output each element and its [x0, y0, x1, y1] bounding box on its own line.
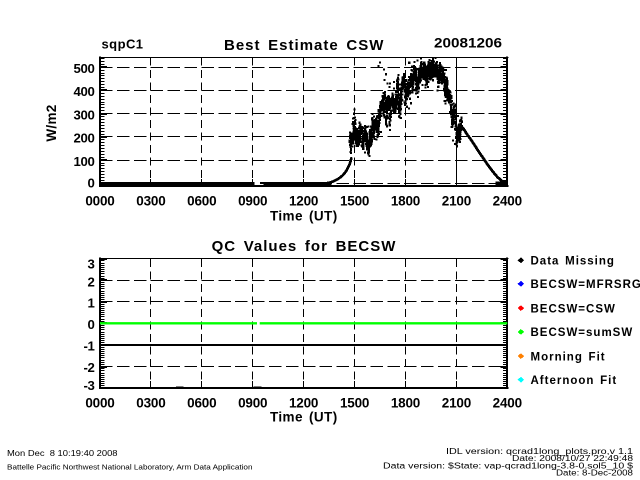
svg-text:0600: 0600: [187, 193, 216, 208]
svg-text:sqpC1: sqpC1: [102, 36, 144, 51]
svg-text:BECSW=MFRSRG: BECSW=MFRSRG: [531, 279, 640, 291]
svg-text:200: 200: [74, 131, 95, 146]
svg-text:0300: 0300: [136, 395, 165, 410]
svg-text:Best Estimate CSW: Best Estimate CSW: [224, 37, 384, 54]
svg-text:IDL version: qcrad1long_plots.: IDL version: qcrad1long_plots.pro,v 1.1: [446, 447, 634, 456]
svg-text:-2: -2: [83, 360, 94, 375]
svg-text:1: 1: [88, 296, 95, 311]
svg-text:0900: 0900: [238, 193, 267, 208]
svg-text:0: 0: [88, 176, 95, 191]
svg-text:Morning Fit: Morning Fit: [531, 351, 606, 363]
svg-text:0000: 0000: [85, 193, 114, 208]
svg-text:Time (UT): Time (UT): [270, 208, 338, 223]
svg-text:2400: 2400: [493, 193, 522, 208]
svg-text:1500: 1500: [340, 395, 369, 410]
svg-text:-1: -1: [83, 339, 94, 354]
svg-text:QC Values for BECSW: QC Values for BECSW: [212, 238, 397, 255]
svg-text:1200: 1200: [289, 395, 318, 410]
svg-text:BECSW=sumSW: BECSW=sumSW: [531, 327, 634, 339]
svg-text:20081206: 20081206: [434, 36, 502, 51]
svg-text:300: 300: [74, 107, 95, 122]
svg-text:2: 2: [88, 274, 95, 289]
svg-text:Time (UT): Time (UT): [270, 410, 338, 425]
svg-text:Mon Dec 8 10:19:40 2008: Mon Dec 8 10:19:40 2008: [7, 449, 118, 458]
svg-text:500: 500: [74, 61, 95, 76]
svg-text:1500: 1500: [340, 193, 369, 208]
svg-text:2100: 2100: [442, 193, 471, 208]
svg-text:2400: 2400: [493, 395, 522, 410]
svg-text:Date: 2008/10/27 22:49:48: Date: 2008/10/27 22:49:48: [512, 454, 634, 463]
svg-text:3: 3: [88, 256, 95, 271]
svg-text:Battelle Pacific Northwest Nat: Battelle Pacific Northwest National Labo…: [7, 463, 253, 472]
svg-text:0000: 0000: [85, 395, 114, 410]
svg-text:-3: -3: [83, 378, 94, 393]
svg-text:1200: 1200: [289, 193, 318, 208]
svg-text:Data Missing: Data Missing: [531, 256, 615, 268]
svg-text:0: 0: [88, 317, 95, 332]
svg-text:W/m2: W/m2: [44, 104, 59, 141]
svg-text:1800: 1800: [391, 193, 420, 208]
svg-text:Date: 8-Dec-2008: Date: 8-Dec-2008: [556, 469, 634, 478]
svg-text:BECSW=CSW: BECSW=CSW: [531, 303, 616, 315]
svg-text:0600: 0600: [187, 395, 216, 410]
svg-text:100: 100: [74, 154, 95, 169]
svg-text:0300: 0300: [136, 193, 165, 208]
svg-text:400: 400: [74, 84, 95, 99]
svg-text:2100: 2100: [442, 395, 471, 410]
svg-text:1800: 1800: [391, 395, 420, 410]
svg-text:Data version: $State: vap-qcra: Data version: $State: vap-qcrad1long-3.8…: [383, 461, 634, 470]
svg-text:Afternoon Fit: Afternoon Fit: [531, 375, 618, 387]
svg-text:0900: 0900: [238, 395, 267, 410]
